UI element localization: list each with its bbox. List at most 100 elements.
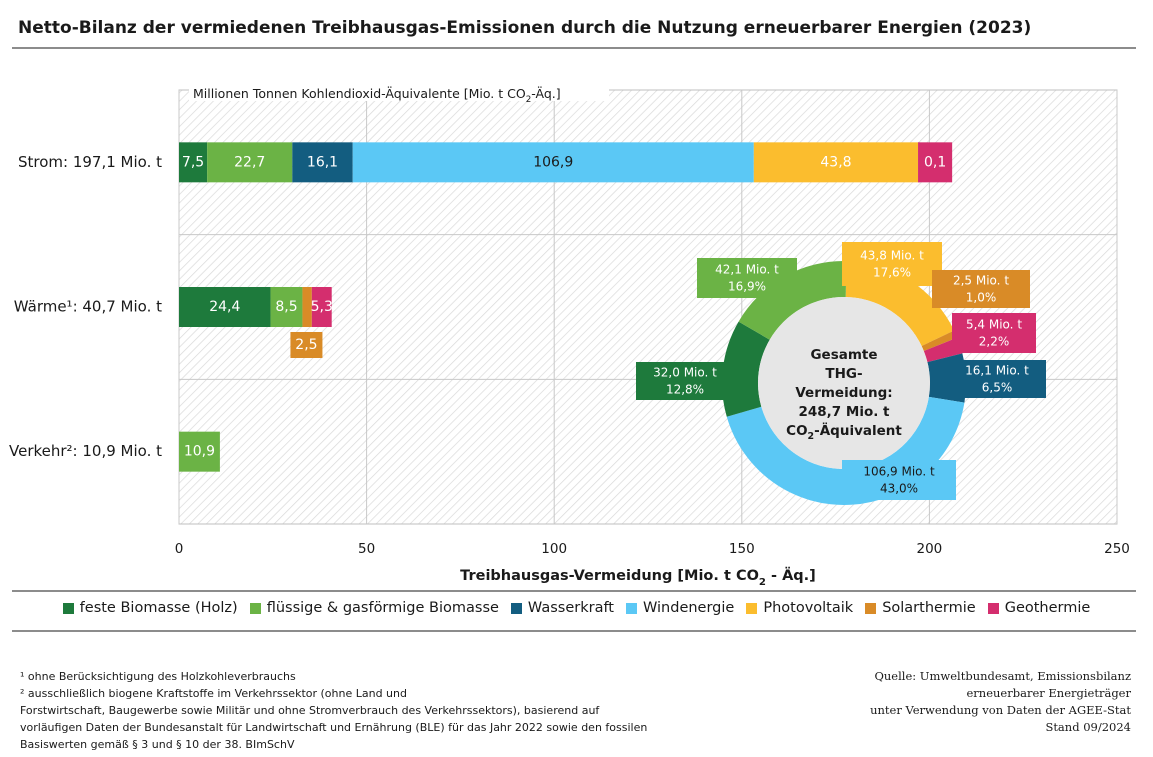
bar-value-label: 5,3 bbox=[311, 299, 333, 315]
x-tick-label: 250 bbox=[1104, 541, 1130, 557]
units-label: Millionen Tonnen Kohlendioxid-Äquivalent… bbox=[193, 86, 561, 105]
donut-center-text: 248,7 Mio. t bbox=[798, 404, 890, 420]
donut-percent-label: 1,0% bbox=[966, 291, 997, 305]
donut-center-text: Vermeidung: bbox=[795, 385, 892, 401]
bar-segment bbox=[753, 142, 919, 183]
bar-value-label: 8,5 bbox=[275, 299, 297, 315]
x-tick-label: 150 bbox=[729, 541, 755, 557]
donut-callout-box bbox=[952, 313, 1036, 353]
bar-segment bbox=[179, 431, 220, 472]
legend-item: Wasserkraft bbox=[510, 600, 614, 616]
donut-callout-box bbox=[842, 460, 956, 500]
footnotes: ¹ ohne Berücksichtigung des Holzkohlever… bbox=[20, 668, 740, 753]
legend-item: Photovoltaik bbox=[746, 600, 853, 616]
legend-swatch bbox=[865, 602, 877, 614]
footnote-line: Basiswerten gemäß § 3 und § 10 der 38. B… bbox=[20, 738, 295, 751]
x-tick-label: 200 bbox=[917, 541, 943, 557]
donut-percent-label: 17,6% bbox=[873, 266, 911, 280]
legend-label: flüssige & gasförmige Biomasse bbox=[266, 600, 499, 616]
bar-segment bbox=[352, 142, 754, 183]
legend-bottom-rule bbox=[12, 630, 1136, 632]
y-category-label: Wärme¹: 40,7 Mio. t bbox=[14, 298, 162, 316]
donut-callout-box bbox=[842, 242, 942, 286]
donut-percent-label: 6,5% bbox=[982, 381, 1013, 395]
units-label-bg bbox=[189, 85, 609, 101]
legend-item: Geothermie bbox=[987, 600, 1091, 616]
donut-percent-label: 16,9% bbox=[728, 280, 766, 294]
donut-slice bbox=[738, 261, 847, 340]
chart-area: 0 50 100 150 200 250 Millionen Tonnen Kohlendi… bbox=[9, 85, 1130, 588]
legend-label: Geothermie bbox=[1004, 600, 1091, 616]
donut-center-text: THG- bbox=[825, 366, 862, 382]
footnote-line: ¹ ohne Berücksichtigung des Holzkohlever… bbox=[20, 670, 296, 683]
donut-value-label: 5,4 Mio. t bbox=[966, 318, 1022, 332]
legend-label: Wasserkraft bbox=[527, 600, 614, 616]
legend-swatch bbox=[249, 602, 261, 614]
donut-callout-box bbox=[932, 270, 1030, 308]
donut-callout-box bbox=[697, 258, 797, 298]
bar-value-label: 2,5 bbox=[295, 337, 317, 353]
donut-value-label: 16,1 Mio. t bbox=[965, 364, 1029, 378]
donut-center bbox=[758, 297, 930, 469]
legend: feste Biomasse (Holz) flüssige & gasförmi… bbox=[0, 600, 1153, 616]
legend-swatch bbox=[62, 602, 74, 614]
bar-segment bbox=[270, 287, 303, 327]
legend-label: Windenergie bbox=[643, 600, 735, 616]
legend-swatch bbox=[626, 602, 637, 614]
x-tick-label: 100 bbox=[541, 541, 567, 557]
footnote-line: Forstwirtschaft, Baugewerbe sowie Militä… bbox=[20, 704, 600, 717]
donut-value-label: 106,9 Mio. t bbox=[863, 465, 935, 479]
bar-segment bbox=[292, 142, 353, 183]
bar-value-label: 0,1 bbox=[924, 154, 946, 170]
legend-item: Solarthermie bbox=[865, 600, 976, 616]
legend-swatch bbox=[987, 602, 999, 614]
bar-value-label: 16,1 bbox=[307, 154, 338, 170]
chart-title: Netto-Bilanz der vermiedenen Treibhausga… bbox=[18, 18, 1032, 38]
bar-segment-tail bbox=[918, 142, 953, 183]
source-line: unter Verwendung von Daten der AGEE-Stat bbox=[870, 703, 1131, 717]
bar-segment bbox=[302, 287, 312, 327]
bar-value-label: 7,5 bbox=[182, 154, 204, 170]
legend-label: Photovoltaik bbox=[763, 600, 854, 616]
bar-value-label: 10,9 bbox=[184, 444, 215, 460]
donut-callout-box bbox=[948, 360, 1046, 398]
source-line: Stand 09/2024 bbox=[1045, 720, 1131, 734]
bar-value-label: 24,4 bbox=[209, 299, 240, 315]
donut-value-label: 32,0 Mio. t bbox=[653, 366, 717, 380]
y-category-label: Verkehr²: 10,9 Mio. t bbox=[9, 442, 162, 460]
footnote-line: ² ausschließlich biogene Kraftstoffe im … bbox=[20, 687, 407, 700]
legend-item: flüssige & gasförmige Biomasse bbox=[249, 600, 499, 616]
donut-center-text: Gesamte bbox=[810, 347, 877, 363]
source-line: Quelle: Umweltbundesamt, Emissionsbilanz bbox=[874, 669, 1131, 683]
donut-value-label: 2,5 Mio. t bbox=[953, 274, 1009, 288]
bar-segment bbox=[207, 142, 293, 183]
bar-value-label: 22,7 bbox=[234, 154, 265, 170]
legend-swatch bbox=[510, 602, 522, 614]
y-category-label: Strom: 197,1 Mio. t bbox=[18, 153, 162, 171]
source-line: erneuerbarer Energieträger bbox=[966, 686, 1132, 700]
bar-segment bbox=[179, 287, 271, 327]
x-axis-title: Treibhausgas-Vermeidung [Mio. t CO2 - Äq… bbox=[460, 567, 816, 588]
legend-item: Windenergie bbox=[626, 600, 734, 616]
source-note: Quelle: Umweltbundesamt, Emissionsbilanz… bbox=[870, 668, 1131, 736]
donut-percent-label: 2,2% bbox=[979, 335, 1010, 349]
legend-top-rule bbox=[12, 590, 1136, 592]
legend-item: feste Biomasse (Holz) bbox=[62, 600, 238, 616]
donut-value-label: 42,1 Mio. t bbox=[715, 263, 779, 277]
donut-callout-box bbox=[636, 362, 734, 400]
bar-value-label: 106,9 bbox=[533, 154, 573, 170]
bar-segment bbox=[311, 287, 332, 327]
donut-center-text: CO2-Äquivalent bbox=[786, 422, 902, 442]
donut-slice bbox=[921, 330, 958, 351]
legend-swatch bbox=[746, 602, 758, 614]
x-tick-label: 50 bbox=[358, 541, 375, 557]
donut-percent-label: 12,8% bbox=[666, 383, 704, 397]
donut-percent-label: 43,0% bbox=[880, 482, 918, 496]
bar-value-label: 43,8 bbox=[820, 154, 851, 170]
legend-label: Solarthermie bbox=[882, 600, 976, 616]
bar-callout-box bbox=[290, 332, 323, 358]
x-tick-label: 0 bbox=[175, 541, 184, 557]
footnote-line: vorläufigen Daten der Bundesanstalt für … bbox=[20, 721, 648, 734]
donut-value-label: 43,8 Mio. t bbox=[860, 249, 924, 263]
title-rule bbox=[12, 47, 1136, 49]
